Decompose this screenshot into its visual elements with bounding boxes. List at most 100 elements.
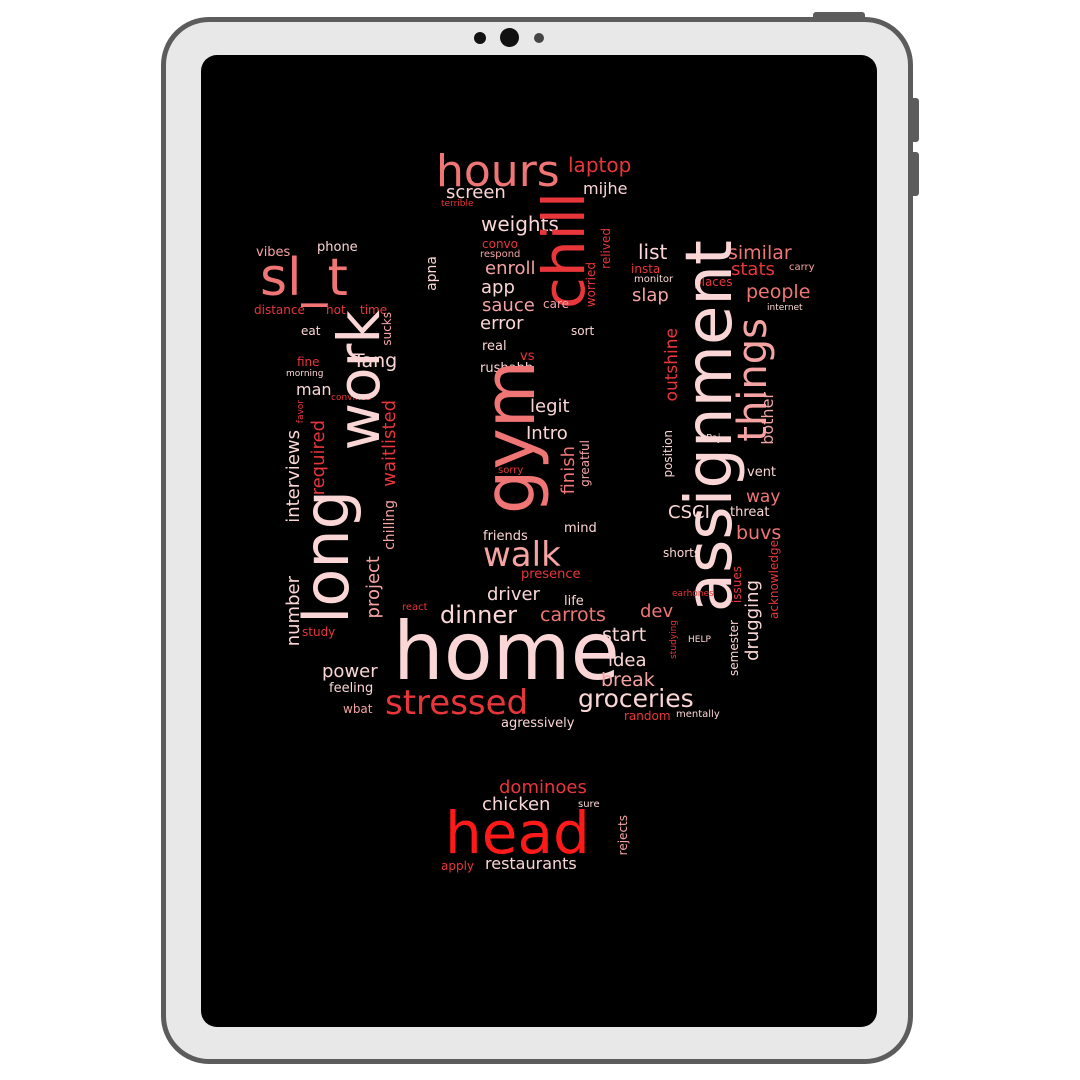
word-drugging: drugging	[742, 580, 763, 661]
word-groceries: groceries	[578, 684, 694, 713]
word-carry: carry	[789, 262, 815, 273]
word-stressed: stressed	[385, 683, 529, 723]
word-favor: favor	[296, 400, 306, 424]
word-apply: apply	[441, 859, 475, 873]
word-driver: driver	[487, 584, 540, 605]
word-care: care	[543, 297, 570, 311]
tablet-screen	[201, 55, 877, 1027]
word-sure: sure	[578, 799, 600, 810]
word-sorry: sorry	[498, 465, 524, 476]
word-help: HELP	[688, 635, 711, 645]
word-buvs: buvs	[736, 522, 782, 544]
word-weights: weights	[481, 212, 559, 236]
word-app: app	[481, 277, 515, 298]
word-carrots: carrots	[540, 604, 606, 626]
word-presence: presence	[521, 567, 581, 582]
word-idea: idea	[608, 650, 647, 671]
word-apna: apna	[424, 256, 440, 291]
word-internet: internet	[767, 303, 803, 313]
word-legit: legit	[530, 396, 570, 417]
word-hours: hours	[436, 146, 560, 197]
word-terrible: terrible	[441, 199, 474, 209]
word-waitlisted: waitlisted	[379, 400, 400, 487]
word-mentally: mentally	[676, 709, 720, 720]
word-intro: Intro	[526, 423, 568, 444]
word-dev: dev	[640, 601, 674, 622]
word-paj: Paj	[706, 433, 721, 444]
word-insta: insta	[631, 262, 661, 276]
word-react: react	[402, 602, 428, 613]
word-vibes: vibes	[256, 245, 291, 260]
camera-dot-left	[474, 32, 486, 44]
word-break: break	[601, 669, 655, 691]
word-friends: friends	[483, 529, 528, 544]
word-number: number	[283, 576, 304, 647]
word-sort: sort	[571, 324, 595, 338]
word-eat: eat	[301, 324, 321, 338]
word-acknowledge: acknowledge	[767, 540, 781, 619]
word-dinner: dinner	[440, 601, 517, 629]
word-real: real	[482, 339, 507, 354]
word-time: time	[360, 303, 388, 317]
word-agressively: agressively	[501, 716, 575, 731]
word-head: head	[445, 799, 590, 867]
word-grateful: greatful	[578, 440, 592, 487]
camera-lens	[500, 28, 519, 47]
word-screen: screen	[446, 182, 506, 203]
word-vs: vs	[520, 349, 535, 364]
word-dominoes: dominoes	[499, 777, 587, 798]
word-semester: semester	[727, 620, 741, 676]
word-relived: relived	[599, 228, 613, 269]
word-worried: worried	[584, 262, 598, 308]
word-slap: slap	[632, 285, 669, 306]
word-convo: convo	[482, 237, 518, 251]
power-button[interactable]	[813, 12, 865, 18]
word-respond: respond	[480, 249, 521, 260]
word-monitor: monitor	[634, 274, 674, 285]
volume-up-button[interactable]	[913, 98, 919, 142]
word-chicken: chicken	[482, 794, 551, 815]
word-shorts: shorts	[663, 546, 701, 560]
word-vent: vent	[747, 465, 777, 480]
word-start: start	[602, 624, 647, 646]
word-mind: mind	[564, 521, 597, 536]
word-distance: distance	[254, 303, 305, 317]
word-phone: phone	[317, 240, 358, 255]
word-similar: similar	[728, 242, 792, 264]
word-long: long	[290, 490, 363, 624]
word-way: way	[746, 487, 781, 507]
word-restaurants: restaurants	[485, 854, 577, 873]
volume-down-button[interactable]	[913, 152, 919, 196]
word-life: life	[564, 594, 584, 609]
word-feeling: feeling	[329, 681, 374, 696]
word-walk: walk	[483, 535, 561, 575]
word-threat: threat	[730, 505, 770, 520]
word-bother: bother	[758, 392, 777, 445]
word-wbat: wbat	[343, 702, 373, 716]
word-rejects: rejects	[616, 815, 630, 856]
word-finish: finish	[558, 446, 579, 495]
word-hot: hot	[326, 303, 346, 317]
word-interviews: interviews	[283, 430, 304, 523]
word-error: error	[480, 313, 524, 334]
word-tang: Tang	[353, 350, 398, 372]
word-sauce: sauce	[482, 295, 535, 316]
word-enroll: enroll	[485, 258, 536, 279]
word-earhones: earhones	[672, 589, 714, 599]
word-power: power	[322, 661, 378, 682]
word-morning: morning	[286, 369, 324, 379]
word-stats: stats	[731, 259, 775, 280]
word-project: project	[363, 556, 384, 619]
word-chilling: chilling	[382, 500, 398, 550]
word-people: people	[746, 281, 811, 303]
word-studying: studying	[669, 620, 679, 659]
word-study: study	[302, 625, 336, 639]
word-outshine: outshine	[662, 328, 682, 402]
camera-sensor	[534, 33, 544, 43]
word-slit: sl_t	[260, 248, 348, 308]
word-mijhe: mijhe	[583, 179, 628, 198]
word-man: man	[296, 380, 332, 399]
word-random: random	[624, 709, 671, 723]
word-required: required	[308, 420, 329, 496]
word-csci: CSCI	[668, 502, 710, 523]
